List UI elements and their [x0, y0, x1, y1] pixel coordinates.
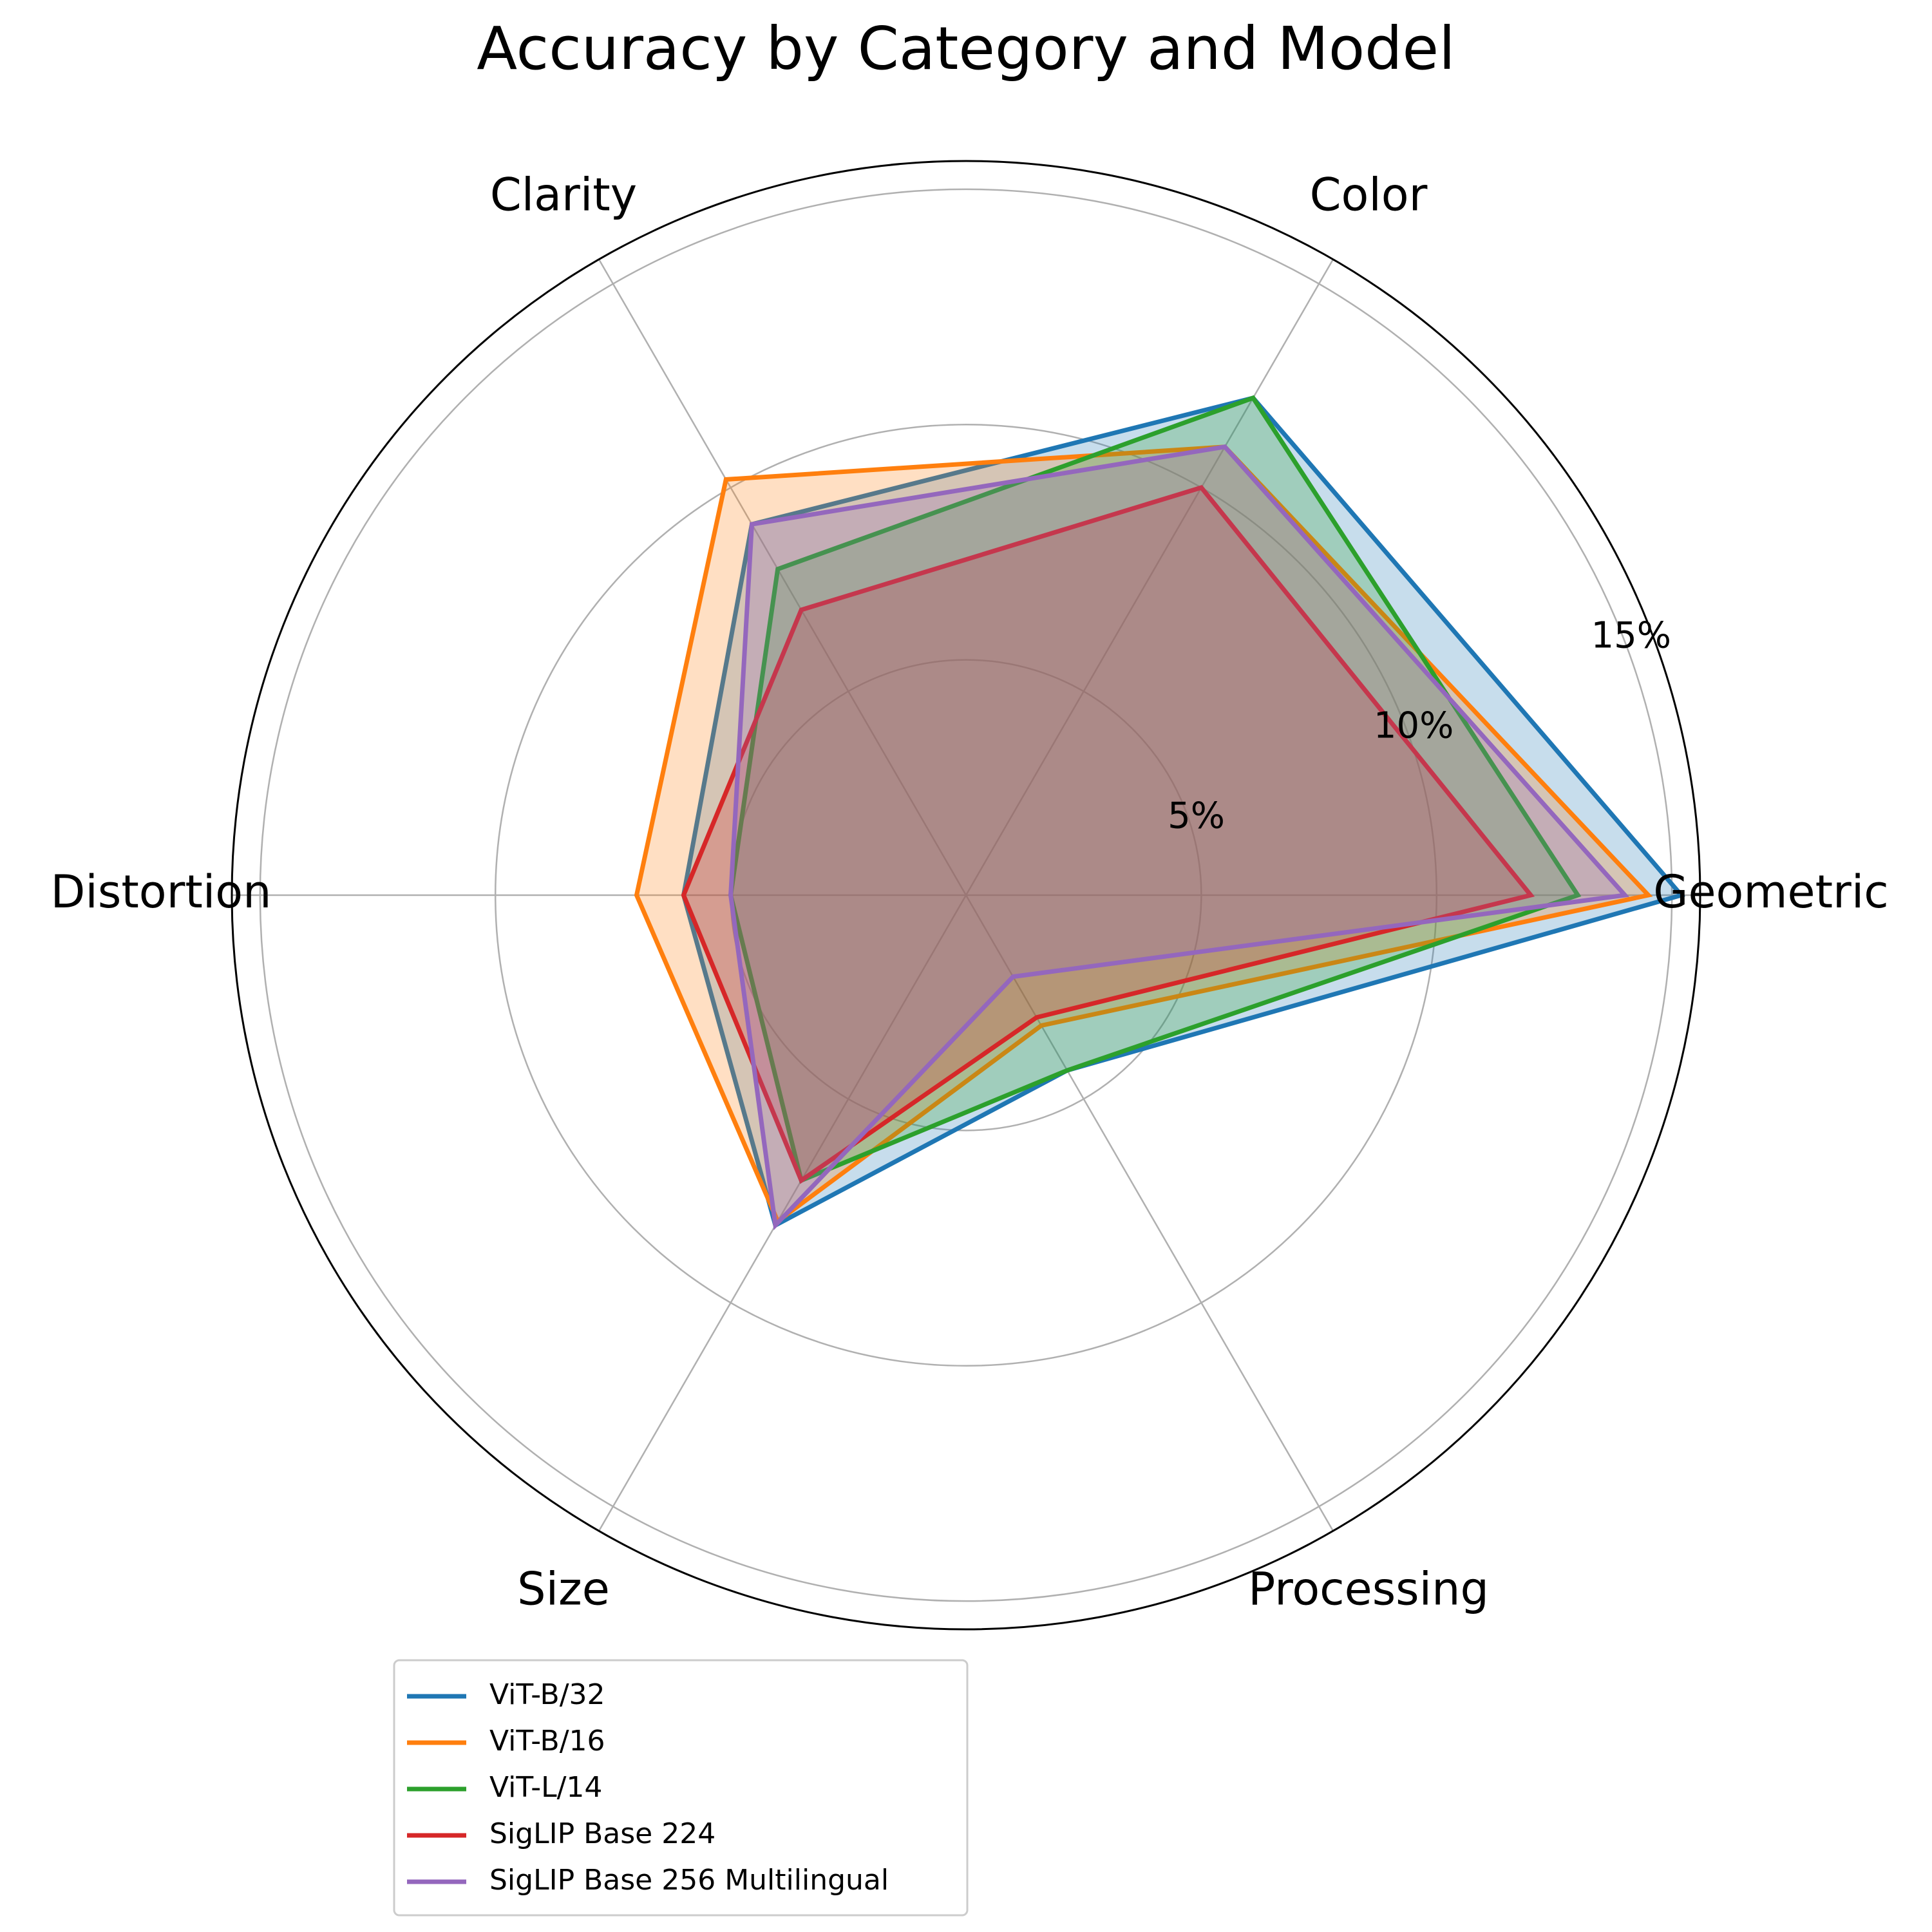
category-label-distortion: Distortion: [51, 866, 272, 918]
polar-frame: [231, 160, 1701, 1631]
grid-layer: [231, 160, 1701, 1631]
category-label-processing: Processing: [1248, 1563, 1489, 1616]
category-label-geometric: Geometric: [1653, 866, 1889, 918]
legend-label-3: ViT-L/14: [489, 1771, 602, 1804]
legend: ViT-B/32 ViT-B/16 ViT-L/14 SigLIP Base 224 S…: [393, 1659, 969, 1917]
radial-tick-label-3: 15%: [1591, 615, 1671, 657]
radial-tick-label-1: 5%: [1168, 795, 1225, 837]
series-5: [728, 444, 1630, 1231]
category-label-size: Size: [517, 1563, 610, 1616]
category-label-color: Color: [1310, 168, 1428, 221]
chart-title: Accuracy by Category and Model: [477, 14, 1455, 83]
series-line-5: [728, 444, 1630, 1231]
legend-label-4: SigLIP Base 224: [489, 1817, 715, 1850]
series-fill-3: [730, 397, 1578, 1180]
spoke-line-size: [598, 895, 967, 1531]
legend-box: [393, 1659, 969, 1917]
legend-label-5: SigLIP Base 256 Multilingual: [489, 1864, 889, 1897]
radial-tick-label-2: 10%: [1374, 705, 1454, 746]
label-layer: 5% 10% 15% Geometric Color Clarity Distortion S…: [51, 168, 1889, 1615]
spoke-line-color: [965, 259, 1334, 896]
category-label-clarity: Clarity: [490, 168, 637, 221]
series-fill-5: [730, 446, 1625, 1226]
series-line-4: [681, 485, 1535, 1184]
series-4: [681, 485, 1535, 1184]
spoke-line-processing: [965, 895, 1334, 1531]
series-fill-4: [683, 488, 1531, 1180]
series-layer: [634, 395, 1686, 1231]
series-fill-1: [683, 397, 1681, 1226]
spoke-line-clarity: [598, 259, 967, 896]
legend-label-2: ViT-B/16: [489, 1725, 605, 1757]
legend-label-1: ViT-B/32: [489, 1678, 605, 1711]
